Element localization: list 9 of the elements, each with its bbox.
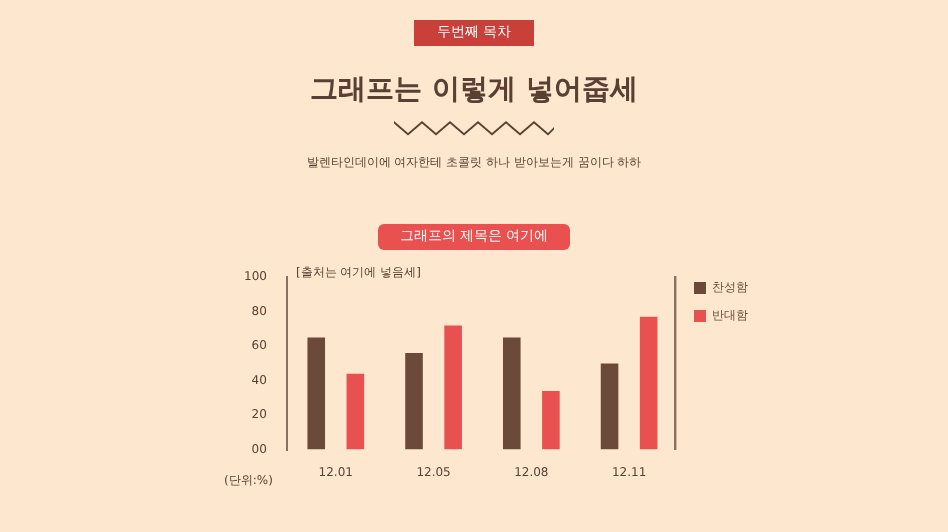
bar <box>405 353 423 450</box>
bar <box>346 373 365 450</box>
bar <box>502 337 521 450</box>
chart-subtitle: 그래프는 이렇게 넣어줍세 <box>308 72 640 108</box>
bar <box>307 337 326 450</box>
bar <box>600 363 619 450</box>
bar <box>444 325 462 450</box>
bar <box>542 390 560 450</box>
bar <box>639 316 658 450</box>
